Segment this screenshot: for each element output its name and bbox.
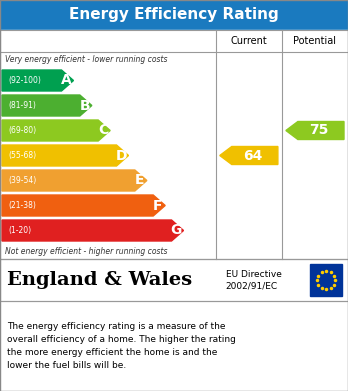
Text: Very energy efficient - lower running costs: Very energy efficient - lower running co… (5, 56, 167, 65)
Text: Current: Current (230, 36, 267, 46)
Bar (0, 30, 348, 259)
Bar (0, 0, 348, 30)
Polygon shape (2, 220, 183, 241)
Text: (39-54): (39-54) (8, 176, 36, 185)
Bar (0, 30, 348, 52)
Text: England & Wales: England & Wales (7, 271, 192, 289)
Text: G: G (171, 224, 182, 237)
Polygon shape (286, 122, 344, 140)
Polygon shape (2, 70, 73, 91)
Bar (310, 264, 342, 296)
Text: (92-100): (92-100) (8, 76, 41, 85)
Text: (69-80): (69-80) (8, 126, 36, 135)
Polygon shape (2, 95, 92, 116)
Bar (0, 259, 348, 301)
Text: EU Directive: EU Directive (226, 271, 282, 280)
Text: 75: 75 (309, 124, 329, 138)
Polygon shape (2, 195, 165, 216)
Text: 64: 64 (243, 149, 262, 163)
Text: E: E (135, 174, 144, 188)
Text: 2002/91/EC: 2002/91/EC (226, 282, 278, 291)
Text: C: C (98, 124, 108, 138)
Text: (55-68): (55-68) (8, 151, 36, 160)
Text: A: A (61, 74, 72, 88)
Polygon shape (2, 120, 110, 141)
Polygon shape (2, 145, 128, 166)
Text: Potential: Potential (293, 36, 337, 46)
Text: D: D (116, 149, 127, 163)
Polygon shape (2, 170, 147, 191)
Text: Energy Efficiency Rating: Energy Efficiency Rating (69, 7, 279, 23)
Text: F: F (153, 199, 163, 212)
Text: B: B (79, 99, 90, 113)
Text: The energy efficiency rating is a measure of the
overall efficiency of a home. T: The energy efficiency rating is a measur… (7, 322, 236, 370)
Polygon shape (220, 147, 278, 165)
Text: (21-38): (21-38) (8, 201, 36, 210)
Text: Not energy efficient - higher running costs: Not energy efficient - higher running co… (5, 246, 167, 255)
Bar (0, 259, 348, 301)
Text: (1-20): (1-20) (8, 226, 31, 235)
Text: (81-91): (81-91) (8, 101, 36, 110)
